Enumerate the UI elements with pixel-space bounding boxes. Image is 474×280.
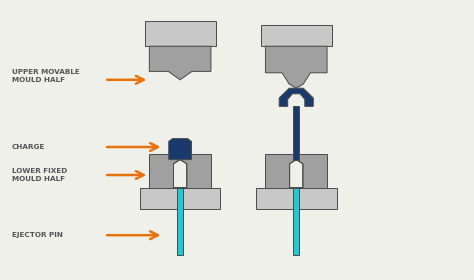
Text: UPPER MOVABLE
MOULD HALF: UPPER MOVABLE MOULD HALF	[12, 69, 80, 83]
Bar	[145, 21, 216, 46]
Bar	[261, 25, 332, 46]
Bar	[256, 188, 337, 209]
Bar	[177, 188, 183, 255]
Bar	[140, 188, 220, 209]
Bar	[149, 154, 211, 188]
Polygon shape	[279, 88, 313, 106]
Bar	[265, 154, 327, 188]
Text: CHARGE: CHARGE	[12, 144, 45, 150]
Polygon shape	[169, 139, 191, 160]
Bar	[293, 188, 300, 255]
Polygon shape	[149, 46, 211, 80]
Text: LOWER FIXED
MOULD HALF: LOWER FIXED MOULD HALF	[12, 168, 67, 182]
Polygon shape	[265, 46, 327, 88]
Bar	[293, 106, 299, 160]
Polygon shape	[173, 160, 187, 188]
Polygon shape	[290, 160, 303, 188]
Text: EJECTOR PIN: EJECTOR PIN	[12, 232, 63, 238]
